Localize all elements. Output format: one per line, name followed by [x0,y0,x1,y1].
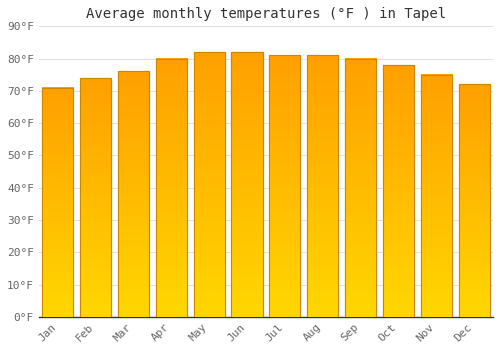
Bar [194,52,224,317]
Bar [307,55,338,317]
Bar [270,55,300,317]
Bar [458,84,490,317]
Bar [156,58,187,317]
Bar [345,58,376,317]
Title: Average monthly temperatures (°F ) in Tapel: Average monthly temperatures (°F ) in Ta… [86,7,446,21]
Bar [156,58,187,317]
Bar [421,75,452,317]
Bar [270,55,300,317]
Bar [42,88,74,317]
Bar [118,71,149,317]
Bar [118,71,149,317]
Bar [421,75,452,317]
Bar [42,88,74,317]
Bar [80,78,111,317]
Bar [194,52,224,317]
Bar [232,52,262,317]
Bar [383,65,414,317]
Bar [383,65,414,317]
Bar [345,58,376,317]
Bar [232,52,262,317]
Bar [307,55,338,317]
Bar [80,78,111,317]
Bar [458,84,490,317]
